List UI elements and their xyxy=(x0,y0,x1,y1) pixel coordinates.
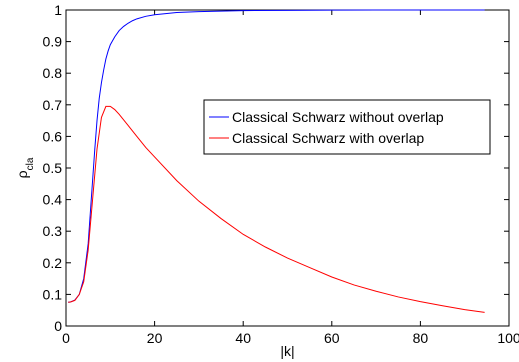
legend: Classical Schwarz without overlap Classi… xyxy=(203,99,491,155)
y-tick-label: 0.3 xyxy=(43,223,63,239)
x-axis-label: |k| xyxy=(280,343,294,359)
x-tick-label: 20 xyxy=(147,330,163,346)
y-axis: 0 0.1 0.2 0.3 0.4 0.5 0.6 0.7 0.8 0.9 1 xyxy=(43,2,509,334)
y-tick-label: 0 xyxy=(54,318,62,334)
series-line-with-overlap xyxy=(68,105,485,313)
x-tick-label: 0 xyxy=(62,330,70,346)
y-tick-label: 0.6 xyxy=(43,128,63,144)
legend-label-without-overlap: Classical Schwarz without overlap xyxy=(232,109,444,125)
plot-frame xyxy=(65,9,510,327)
y-tick-label: 0.9 xyxy=(43,34,63,50)
series-line-without-overlap xyxy=(68,9,485,303)
y-tick-label: 0.4 xyxy=(43,192,63,208)
x-axis: 0 20 40 60 80 100 xyxy=(62,10,519,346)
y-tick-label: 0.7 xyxy=(43,97,63,113)
x-tick-label: 100 xyxy=(497,330,519,346)
legend-label-with-overlap: Classical Schwarz with overlap xyxy=(232,130,424,146)
y-tick-label: 1 xyxy=(54,2,62,18)
y-tick-label: 0.8 xyxy=(43,65,63,81)
x-tick-label: 80 xyxy=(413,330,429,346)
x-tick-label: 40 xyxy=(235,330,251,346)
x-tick-label: 60 xyxy=(324,330,340,346)
plot-area: 0 20 40 60 80 100 0 0.1 0.2 0.3 0.4 0.5 0.6 0.7 0.8 0.… xyxy=(43,2,519,346)
svg-text:ρcla: ρcla xyxy=(14,157,36,178)
legend-box xyxy=(203,99,491,155)
y-axis-label-subscript: cla xyxy=(25,157,36,170)
y-tick-label: 0.5 xyxy=(43,160,63,176)
series-layer xyxy=(68,9,485,313)
y-tick-label: 0.1 xyxy=(43,286,63,302)
y-axis-label: ρcla xyxy=(14,157,36,178)
y-tick-label: 0.2 xyxy=(43,255,63,271)
y-axis-label-main: ρ xyxy=(14,170,30,178)
